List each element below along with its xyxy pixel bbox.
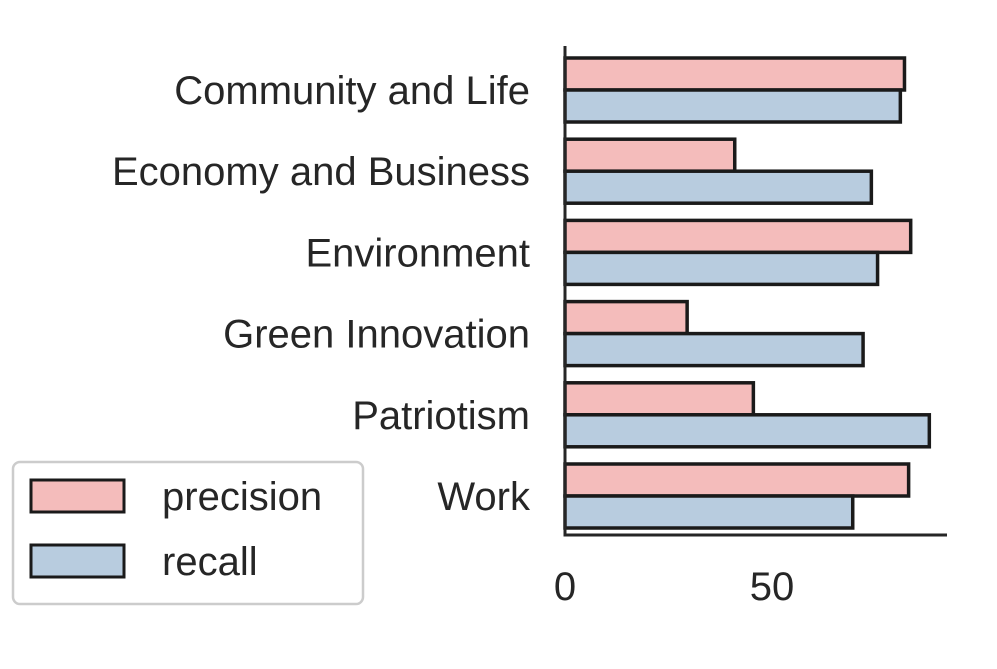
bar-precision-patriotism xyxy=(563,381,756,417)
bar-recall-environment xyxy=(563,250,880,287)
bar-precision-community-and-life xyxy=(563,56,907,92)
category-label-environment: Environment xyxy=(305,231,530,275)
category-label-green-innovation: Green Innovation xyxy=(223,313,530,357)
x-tick-label-50: 50 xyxy=(750,565,795,609)
legend-label-precision: precision xyxy=(162,475,322,519)
legend: precision recall xyxy=(11,460,365,606)
bars-layer xyxy=(563,56,932,530)
bar-recall-patriotism xyxy=(563,413,932,449)
bar-precision-environment xyxy=(563,218,913,255)
legend-label-recall: recall xyxy=(162,540,258,584)
x-ticks: 0 50 xyxy=(554,565,794,609)
bar-precision-economy-and-business xyxy=(563,137,737,173)
category-label-work: Work xyxy=(437,475,531,519)
legend-swatch-recall xyxy=(29,543,126,579)
legend-swatch-precision xyxy=(29,478,126,514)
category-labels: Community and Life Economy and Business En… xyxy=(112,69,531,519)
category-label-patriotism: Patriotism xyxy=(352,394,530,438)
bar-precision-green-innovation xyxy=(563,299,689,336)
bar-recall-work xyxy=(563,494,855,530)
bar-recall-green-innovation xyxy=(563,331,865,368)
category-label-community-and-life: Community and Life xyxy=(174,69,530,113)
bar-precision-work xyxy=(563,462,911,498)
x-tick-label-0: 0 xyxy=(554,565,576,609)
bar-recall-community-and-life xyxy=(563,88,903,124)
bar-recall-economy-and-business xyxy=(563,169,874,205)
category-label-economy-and-business: Economy and Business xyxy=(112,150,530,194)
axes xyxy=(563,46,947,537)
